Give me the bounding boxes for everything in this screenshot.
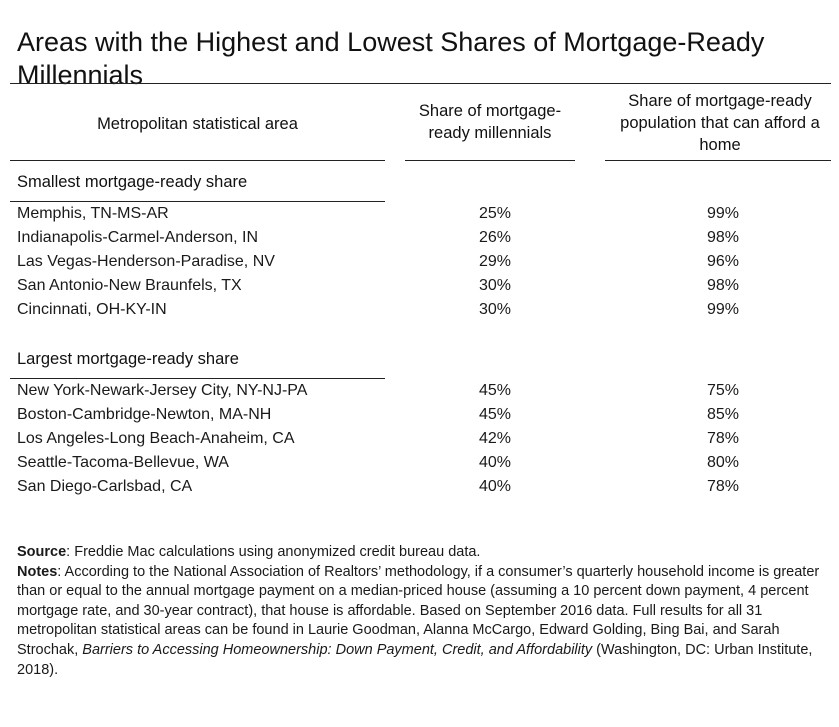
section-title-largest: Largest mortgage-ready share — [17, 350, 239, 368]
afford-cell: 99% — [706, 205, 740, 222]
afford-cell: 78% — [706, 478, 740, 495]
header-divider-share — [405, 160, 575, 161]
header-divider-area — [10, 160, 385, 161]
share-cell: 45% — [478, 382, 512, 399]
table-row: Las Vegas-Henderson-Paradise, NV 29% 96% — [0, 251, 839, 275]
afford-cell: 85% — [706, 406, 740, 423]
area-cell: San Diego-Carlsbad, CA — [17, 478, 193, 495]
table-row: Indianapolis-Carmel-Anderson, IN 26% 98% — [0, 227, 839, 251]
area-cell: Memphis, TN-MS-AR — [17, 205, 169, 222]
notes-label: Notes — [17, 563, 58, 580]
share-cell: 45% — [478, 406, 512, 423]
afford-cell: 80% — [706, 454, 740, 471]
source-label: Source — [17, 544, 67, 560]
footnotes: Source: Freddie Mac calculations using a… — [17, 543, 827, 680]
area-cell: Las Vegas-Henderson-Paradise, NV — [17, 253, 275, 270]
table-row: New York-Newark-Jersey City, NY-NJ-PA 45… — [0, 380, 839, 404]
share-cell: 30% — [478, 277, 512, 294]
notes-text-end: (Washington, DC: Urban Institute, 2018). — [17, 641, 813, 678]
table-row: Cincinnati, OH-KY-IN 30% 99% — [0, 299, 839, 323]
share-cell: 30% — [478, 301, 512, 318]
share-cell: 25% — [478, 205, 512, 222]
afford-cell: 75% — [706, 382, 740, 399]
notes-text: : According to the National Association … — [17, 563, 820, 658]
column-header-area: Metropolitan statistical area — [97, 115, 298, 133]
area-cell: Los Angeles-Long Beach-Anaheim, CA — [17, 430, 295, 447]
area-cell: San Antonio-New Braunfels, TX — [17, 277, 242, 294]
afford-cell: 96% — [706, 253, 740, 270]
area-cell: Boston-Cambridge-Newton, MA-NH — [17, 406, 272, 423]
table-row: Los Angeles-Long Beach-Anaheim, CA 42% 7… — [0, 428, 839, 452]
share-cell: 40% — [478, 454, 512, 471]
area-cell: New York-Newark-Jersey City, NY-NJ-PA — [17, 382, 308, 399]
table-row: Boston-Cambridge-Newton, MA-NH 45% 85% — [0, 404, 839, 428]
source-text: : Freddie Mac calculations using anonymi… — [66, 544, 481, 560]
area-cell: Seattle-Tacoma-Bellevue, WA — [17, 454, 229, 471]
column-header-share: Share of mortgage-ready millennials — [418, 102, 562, 142]
area-cell: Indianapolis-Carmel-Anderson, IN — [17, 229, 258, 246]
page-title: Areas with the Highest and Lowest Shares… — [17, 27, 765, 91]
share-cell: 29% — [478, 253, 512, 270]
share-cell: 40% — [478, 478, 512, 495]
area-cell: Cincinnati, OH-KY-IN — [17, 301, 167, 318]
table-row: Seattle-Tacoma-Bellevue, WA 40% 80% — [0, 452, 839, 476]
notes-book-title: Barriers to Accessing Homeownership: Dow… — [82, 641, 593, 658]
section-title-smallest: Smallest mortgage-ready share — [17, 173, 248, 191]
notes-paragraph: Notes: According to the National Associa… — [17, 563, 827, 681]
table-row: Memphis, TN-MS-AR 25% 99% — [0, 203, 839, 227]
table-row: San Antonio-New Braunfels, TX 30% 98% — [0, 275, 839, 299]
title-divider — [10, 83, 831, 84]
afford-cell: 99% — [706, 301, 740, 318]
share-cell: 42% — [478, 430, 512, 447]
source-note: Source: Freddie Mac calculations using a… — [17, 543, 827, 563]
afford-cell: 98% — [706, 229, 740, 246]
share-cell: 26% — [478, 229, 512, 246]
section-divider-largest — [10, 378, 385, 379]
afford-cell: 78% — [706, 430, 740, 447]
afford-cell: 98% — [706, 277, 740, 294]
column-header-afford: Share of mortgage-ready population that … — [620, 92, 820, 154]
section-divider-smallest — [10, 201, 385, 202]
table-row: San Diego-Carlsbad, CA 40% 78% — [0, 476, 839, 500]
header-divider-afford — [605, 160, 831, 161]
